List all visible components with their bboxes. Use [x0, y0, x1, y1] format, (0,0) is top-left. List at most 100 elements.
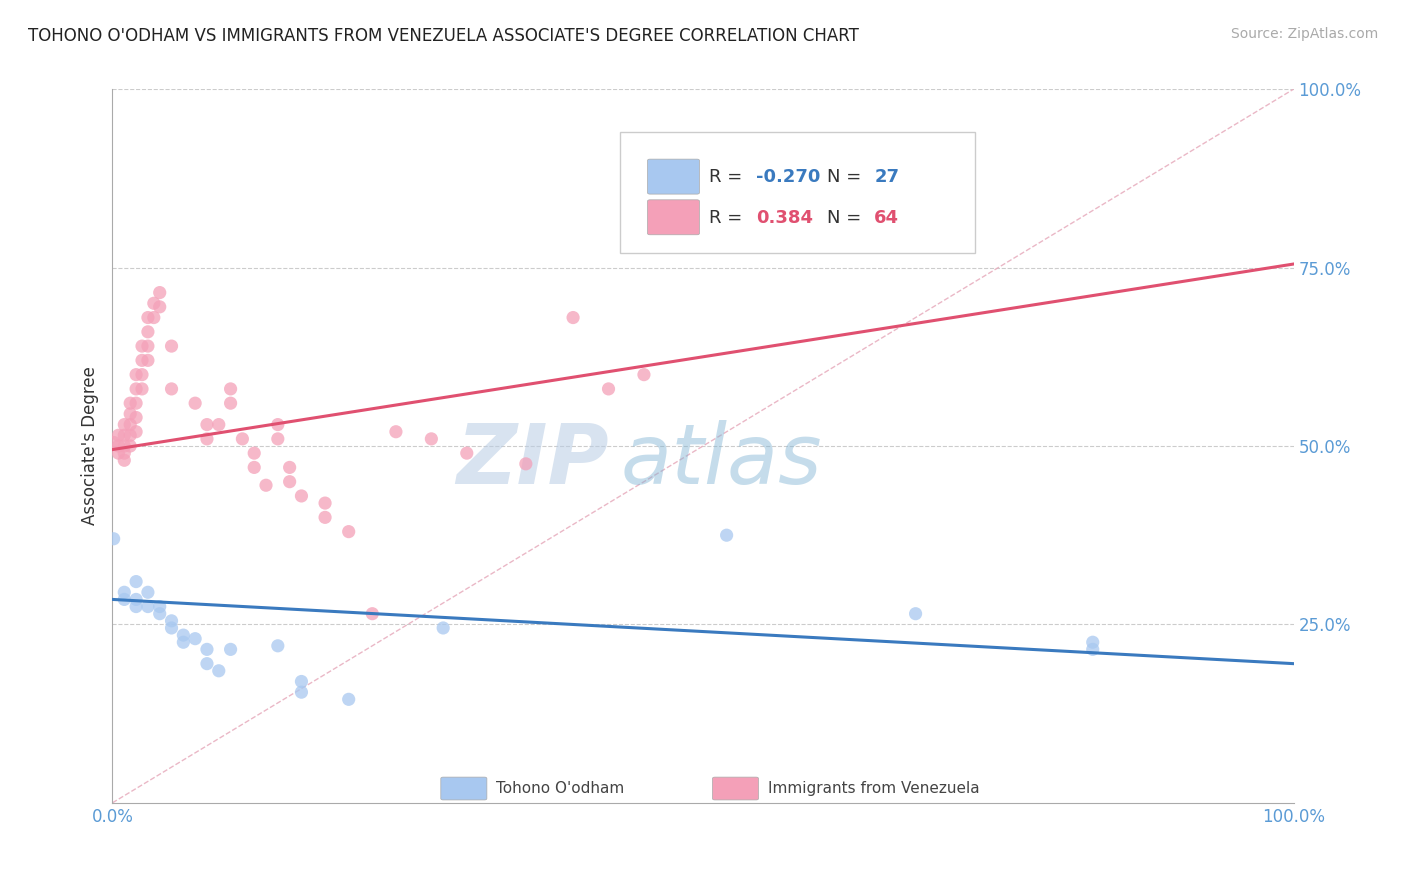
Point: [125, 425, 148, 439]
Text: 64: 64: [875, 209, 900, 227]
Point: [136, 325, 159, 339]
Point: [142, 296, 165, 310]
Point: [125, 599, 148, 614]
Point: [125, 396, 148, 410]
Point: [337, 524, 360, 539]
Text: Source: ZipAtlas.com: Source: ZipAtlas.com: [1230, 27, 1378, 41]
Point: [125, 410, 148, 425]
Point: [562, 310, 585, 325]
Point: [136, 585, 159, 599]
Point: [456, 446, 478, 460]
Point: [219, 642, 242, 657]
Point: [172, 635, 194, 649]
Point: [219, 396, 242, 410]
Point: [131, 382, 153, 396]
Point: [125, 382, 148, 396]
Point: [716, 528, 738, 542]
Point: [420, 432, 443, 446]
Point: [149, 285, 172, 300]
Point: [112, 417, 135, 432]
Point: [243, 460, 266, 475]
Point: [125, 368, 148, 382]
Text: 0.384: 0.384: [756, 209, 813, 227]
Text: TOHONO O'ODHAM VS IMMIGRANTS FROM VENEZUELA ASSOCIATE'S DEGREE CORRELATION CHART: TOHONO O'ODHAM VS IMMIGRANTS FROM VENEZU…: [28, 27, 859, 45]
Point: [125, 574, 148, 589]
Point: [633, 368, 655, 382]
Text: N =: N =: [827, 168, 868, 186]
Point: [120, 396, 142, 410]
Text: 27: 27: [875, 168, 900, 186]
Point: [314, 510, 336, 524]
Point: [103, 435, 125, 450]
Point: [195, 417, 218, 432]
Point: [184, 632, 207, 646]
Point: [361, 607, 384, 621]
Point: [904, 607, 927, 621]
Point: [149, 599, 172, 614]
Point: [112, 428, 135, 442]
Text: Tohono O'odham: Tohono O'odham: [496, 781, 624, 796]
Point: [149, 607, 172, 621]
Point: [103, 532, 125, 546]
Point: [598, 382, 620, 396]
Point: [314, 496, 336, 510]
Point: [172, 628, 194, 642]
Point: [142, 310, 165, 325]
Point: [107, 428, 129, 442]
FancyBboxPatch shape: [620, 132, 974, 253]
Point: [160, 339, 183, 353]
Point: [195, 642, 218, 657]
Point: [195, 657, 218, 671]
Point: [184, 396, 207, 410]
Point: [120, 417, 142, 432]
Point: [131, 353, 153, 368]
Point: [160, 621, 183, 635]
Text: R =: R =: [709, 209, 748, 227]
Point: [136, 339, 159, 353]
Point: [278, 475, 301, 489]
Point: [385, 425, 408, 439]
Point: [125, 592, 148, 607]
Point: [160, 382, 183, 396]
Point: [107, 439, 129, 453]
Point: [131, 368, 153, 382]
Point: [290, 489, 312, 503]
Text: N =: N =: [827, 209, 868, 227]
Point: [112, 446, 135, 460]
FancyBboxPatch shape: [441, 777, 486, 800]
FancyBboxPatch shape: [648, 159, 699, 194]
Point: [278, 460, 301, 475]
Point: [136, 310, 159, 325]
Point: [195, 432, 218, 446]
Text: atlas: atlas: [620, 420, 823, 500]
Point: [131, 339, 153, 353]
FancyBboxPatch shape: [713, 777, 758, 800]
FancyBboxPatch shape: [648, 200, 699, 235]
Point: [219, 382, 242, 396]
Y-axis label: Associate's Degree: Associate's Degree: [80, 367, 98, 525]
Point: [243, 446, 266, 460]
Point: [112, 585, 135, 599]
Point: [208, 664, 231, 678]
Text: -0.270: -0.270: [756, 168, 821, 186]
Point: [231, 432, 253, 446]
Point: [432, 621, 454, 635]
Point: [120, 439, 142, 453]
Point: [112, 592, 135, 607]
Point: [107, 446, 129, 460]
Point: [1081, 642, 1104, 657]
Point: [112, 453, 135, 467]
Point: [254, 478, 277, 492]
Text: ZIP: ZIP: [456, 420, 609, 500]
Point: [208, 417, 231, 432]
Point: [290, 674, 312, 689]
Point: [120, 407, 142, 421]
Point: [515, 457, 537, 471]
Point: [290, 685, 312, 699]
Point: [112, 439, 135, 453]
Text: R =: R =: [709, 168, 748, 186]
Point: [1081, 635, 1104, 649]
Point: [267, 432, 290, 446]
Text: Immigrants from Venezuela: Immigrants from Venezuela: [768, 781, 980, 796]
Point: [267, 417, 290, 432]
